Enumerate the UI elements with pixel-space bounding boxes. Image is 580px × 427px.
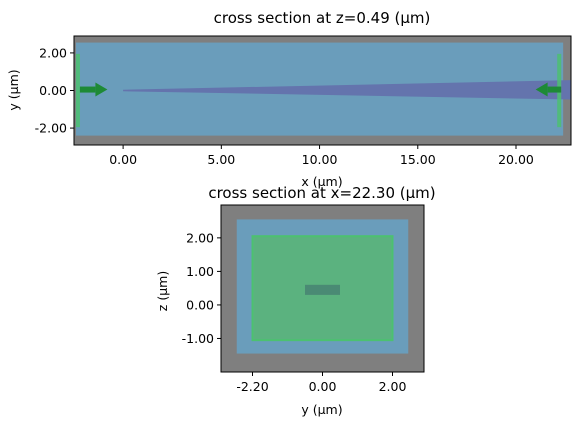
top-x-tick-label: 15.00 (400, 152, 436, 167)
bottom-axes: cross section at x=22.30 (μm) -2.20 0.00 2… (155, 184, 436, 417)
top-y-axis-label: y (μm) (6, 69, 21, 110)
top-x-tick-label: 20.00 (498, 152, 534, 167)
bottom-x-axis-label: y (μm) (301, 402, 342, 417)
bottom-x-tick-label: 2.00 (379, 379, 407, 394)
bottom-plot-area (220, 204, 425, 373)
bottom-x-tick-label: -2.20 (236, 379, 268, 394)
source-plane-left (75, 53, 80, 128)
top-x-tick-label: 5.00 (207, 152, 235, 167)
bottom-y-axis-label: z (μm) (155, 271, 170, 311)
bottom-x-tick-label: 0.00 (309, 379, 337, 394)
top-axes: cross section at z=0.49 (μm) 0.00 5.00 10.… (6, 9, 572, 189)
top-x-ticks: 0.00 5.00 10.00 15.00 20.00 (109, 145, 534, 167)
source-arrow-right (535, 82, 562, 97)
top-x-tick-label: 0.00 (109, 152, 137, 167)
top-y-ticks: 2.00 0.00 -2.00 (35, 45, 74, 136)
source-arrow-left (79, 82, 108, 97)
bottom-y-tick-label: 0.00 (186, 297, 214, 312)
top-y-tick-label: -2.00 (35, 121, 67, 136)
bottom-y-tick-label: 1.00 (186, 264, 214, 279)
top-y-tick-label: 2.00 (39, 45, 67, 60)
waveguide-core (305, 284, 340, 295)
bottom-x-ticks: -2.20 0.00 2.00 (236, 372, 406, 394)
taper-waveguide (123, 80, 572, 100)
bottom-y-ticks: 2.00 1.00 0.00 -1.00 (182, 230, 221, 346)
bottom-title: cross section at x=22.30 (μm) (208, 184, 435, 202)
top-title: cross section at z=0.49 (μm) (214, 9, 431, 27)
bottom-y-tick-label: 2.00 (186, 230, 214, 245)
top-plot-area (73, 35, 572, 146)
bottom-y-tick-label: -1.00 (182, 331, 214, 346)
top-x-tick-label: 10.00 (302, 152, 338, 167)
top-x-axis-label: x (μm) (301, 174, 342, 189)
top-y-tick-label: 0.00 (39, 83, 67, 98)
